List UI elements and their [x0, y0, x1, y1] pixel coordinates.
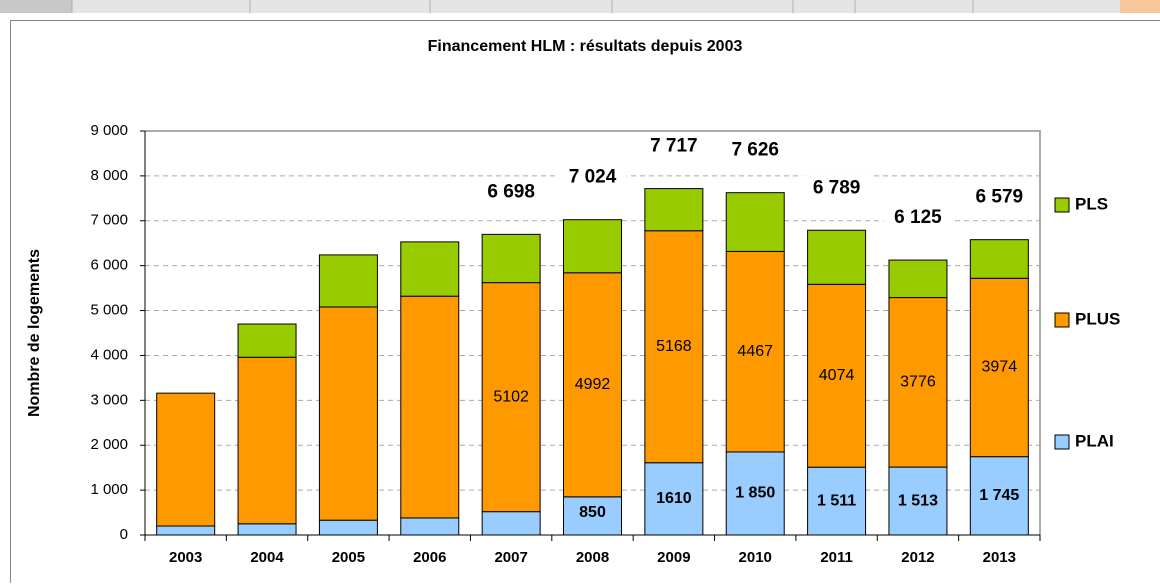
bar-segment — [157, 526, 215, 535]
data-label: 5168 — [656, 338, 692, 355]
x-tick-label: 2003 — [169, 549, 202, 566]
bar-segment — [319, 520, 377, 535]
bar-segment — [645, 189, 703, 231]
data-label: 850 — [579, 504, 606, 521]
data-label: 4074 — [819, 367, 855, 384]
legend-label: PLAI — [1075, 431, 1114, 450]
data-label: 1 511 — [817, 492, 856, 509]
bar-segment — [564, 220, 622, 273]
data-label: 4992 — [575, 376, 611, 393]
total-label: 7 626 — [731, 140, 779, 161]
total-label: 6 579 — [976, 187, 1024, 208]
data-label: 3974 — [982, 359, 1018, 376]
chart-title: Financement HLM : résultats depuis 2003 — [428, 38, 743, 55]
bar-segment — [238, 324, 296, 357]
y-tick-label: 4 000 — [90, 346, 128, 363]
legend-label: PLUS — [1075, 309, 1120, 328]
x-tick-label: 2005 — [332, 549, 365, 566]
x-tick-label: 2010 — [739, 549, 772, 566]
y-tick-label: 8 000 — [90, 167, 128, 184]
bar-segment — [157, 393, 215, 526]
data-label: 3776 — [900, 374, 936, 391]
y-tick-label: 5 000 — [90, 302, 128, 319]
x-tick-label: 2007 — [494, 549, 527, 566]
data-label: 5102 — [493, 388, 529, 405]
bar-segment — [401, 518, 459, 535]
y-tick-label: 7 000 — [90, 212, 128, 229]
y-tick-label: 1 000 — [90, 481, 128, 498]
bar-segment — [401, 296, 459, 518]
bar-segment — [319, 255, 377, 307]
y-tick-label: 6 000 — [90, 257, 128, 274]
data-label: 1 513 — [898, 492, 938, 509]
sheet-header — [0, 0, 1160, 13]
total-label: 7 717 — [650, 136, 698, 157]
y-tick-label: 2 000 — [90, 436, 128, 453]
total-label: 6 698 — [487, 181, 535, 202]
total-label: 6 789 — [813, 177, 861, 198]
y-tick-label: 0 — [120, 526, 128, 543]
bar-segment — [726, 193, 784, 252]
data-label: 1610 — [656, 490, 692, 507]
bar-segment — [482, 234, 540, 282]
legend-swatch — [1055, 435, 1069, 449]
x-tick-label: 2009 — [657, 549, 690, 566]
legend-swatch — [1055, 198, 1069, 212]
bar-segment — [238, 357, 296, 524]
legend-label: PLS — [1075, 194, 1108, 213]
bar-segment — [808, 230, 866, 284]
bar-segment — [319, 307, 377, 520]
sheet-selected-column — [1120, 0, 1160, 13]
y-tick-label: 3 000 — [90, 391, 128, 408]
data-label: 1 850 — [735, 485, 775, 502]
x-tick-label: 2012 — [901, 549, 934, 566]
y-tick-label: 9 000 — [90, 122, 128, 139]
bar-segment — [482, 512, 540, 535]
x-tick-label: 2008 — [576, 549, 609, 566]
bar-segment — [238, 524, 296, 535]
x-tick-label: 2013 — [983, 549, 1016, 566]
sheet-corner — [0, 0, 72, 13]
x-tick-label: 2006 — [413, 549, 446, 566]
data-label: 4467 — [737, 343, 773, 360]
data-label: 1 745 — [979, 487, 1019, 504]
bar-segment — [970, 240, 1028, 279]
legend-swatch — [1055, 313, 1069, 327]
bar-segment — [401, 242, 459, 296]
bar-segment — [889, 260, 947, 298]
total-label: 7 024 — [569, 167, 617, 188]
y-axis-title: Nombre de logements — [26, 249, 43, 417]
x-tick-label: 2004 — [250, 549, 284, 566]
total-label: 6 125 — [894, 207, 942, 228]
x-tick-label: 2011 — [820, 549, 853, 566]
